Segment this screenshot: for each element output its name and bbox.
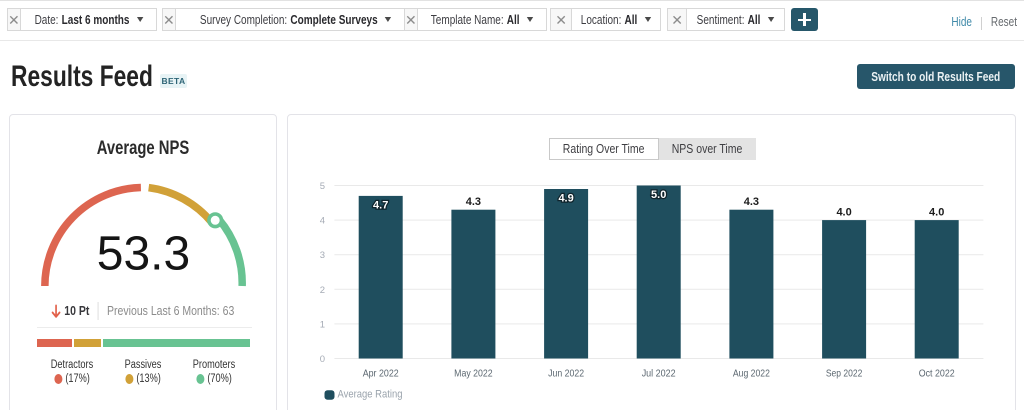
svg-text:Sep 2022: Sep 2022 (826, 368, 863, 380)
svg-text:3: 3 (320, 250, 325, 261)
svg-text:2: 2 (320, 285, 325, 296)
svg-text:4: 4 (320, 216, 325, 227)
svg-text:4.7: 4.7 (373, 199, 388, 211)
svg-text:4.9: 4.9 (558, 193, 573, 205)
svg-text:Jul 2022: Jul 2022 (642, 368, 676, 380)
svg-text:Jun 2022: Jun 2022 (548, 368, 584, 380)
svg-text:0: 0 (320, 354, 325, 365)
svg-text:53.3: 53.3 (97, 228, 190, 281)
svg-text:4.0: 4.0 (929, 207, 944, 219)
svg-text:Average Rating: Average Rating (338, 389, 403, 401)
svg-text:Aug 2022: Aug 2022 (733, 368, 770, 380)
svg-text:Oct 2022: Oct 2022 (919, 368, 955, 380)
svg-text:May 2022: May 2022 (454, 368, 493, 380)
svg-text:Apr 2022: Apr 2022 (363, 368, 399, 380)
svg-text:1: 1 (320, 319, 325, 330)
svg-text:5: 5 (320, 181, 325, 192)
svg-text:4.3: 4.3 (744, 196, 759, 208)
svg-text:4.0: 4.0 (836, 207, 851, 219)
svg-text:4.3: 4.3 (466, 196, 481, 208)
svg-text:5.0: 5.0 (651, 189, 666, 201)
